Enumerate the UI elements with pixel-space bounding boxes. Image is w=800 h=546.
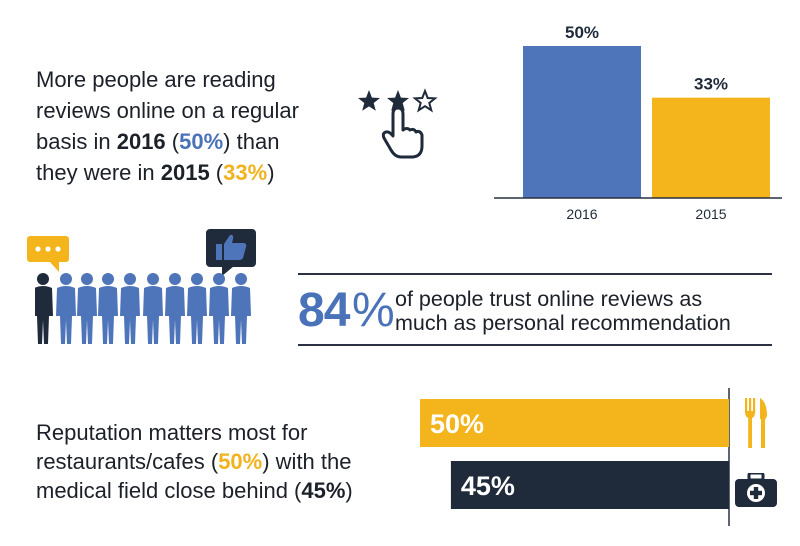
year-2015-label: 2015 [160, 160, 210, 185]
text-fragment: basis in [36, 129, 117, 154]
star-icon [358, 90, 380, 111]
person-silhouette [143, 273, 163, 344]
text-line: much as personal recommendation [395, 311, 731, 335]
reading-reviews-bar-chart: 50% 2016 33% 2015 [494, 23, 782, 222]
thumbs-up-icon [206, 229, 256, 276]
text-fragment: ) than [223, 129, 280, 154]
medical-kit-icon [735, 473, 777, 507]
divider-top [298, 273, 772, 275]
text-line: reviews online on a regular [36, 98, 299, 123]
category-label: 2015 [695, 206, 726, 222]
pointing-hand-icon [381, 106, 424, 159]
person-silhouette [98, 273, 118, 344]
pct-medical-inline: 45% [301, 478, 346, 503]
text-line: Reputation matters most for [36, 420, 308, 445]
reading-reviews-text: More people are reading reviews online o… [36, 64, 336, 188]
text-fragment: ) [267, 160, 275, 185]
trust-percent-number: 84 [298, 284, 350, 337]
rating-stars-hand-icon [358, 88, 438, 159]
bar-value-label: 50% [565, 23, 599, 42]
pct-2015-inline: 33% [223, 160, 268, 185]
hbar-value-label: 45% [461, 471, 515, 501]
text-fragment: ( [165, 129, 180, 154]
text-fragment: ) with the [262, 449, 352, 474]
fork-knife-icon [745, 398, 767, 448]
trust-text: of people trust online reviews as much a… [395, 287, 795, 335]
person-silhouette [209, 273, 229, 344]
person-silhouette [165, 273, 185, 344]
category-label: 2016 [566, 206, 597, 222]
text-fragment: restaurants/cafes ( [36, 449, 219, 474]
year-2016-label: 2016 [116, 129, 166, 154]
text-fragment: ) [345, 478, 353, 503]
divider-bottom [298, 344, 772, 346]
person-silhouette [35, 273, 53, 344]
bar-value-label: 33% [694, 75, 728, 94]
hbar [450, 461, 729, 509]
people-silhouettes [35, 273, 251, 344]
hbar [420, 399, 729, 447]
text-fragment: they were in [36, 160, 161, 185]
bar-2015 [652, 97, 770, 198]
reputation-text: Reputation matters most for restaurants/… [36, 418, 416, 505]
person-silhouette [187, 273, 207, 344]
person-silhouette [120, 273, 140, 344]
speech-bubble-icon [27, 236, 69, 272]
pct-2016-inline: 50% [179, 129, 224, 154]
text-fragment: medical field close behind ( [36, 478, 302, 503]
star-outline-icon [412, 88, 438, 113]
person-silhouette [77, 273, 97, 344]
text-line: More people are reading [36, 67, 276, 92]
reputation-bar-chart: 50% 45% [420, 388, 730, 526]
text-fragment: ( [209, 160, 224, 185]
hbar-value-label: 50% [430, 409, 484, 439]
pct-restaurants-inline: 50% [218, 449, 263, 474]
text-line: of people trust online reviews as [395, 287, 703, 311]
person-silhouette [231, 273, 251, 344]
star-icon [387, 90, 409, 111]
person-silhouette [56, 273, 76, 344]
trust-percent-sign: % [352, 284, 395, 337]
bar-2016 [523, 46, 641, 198]
